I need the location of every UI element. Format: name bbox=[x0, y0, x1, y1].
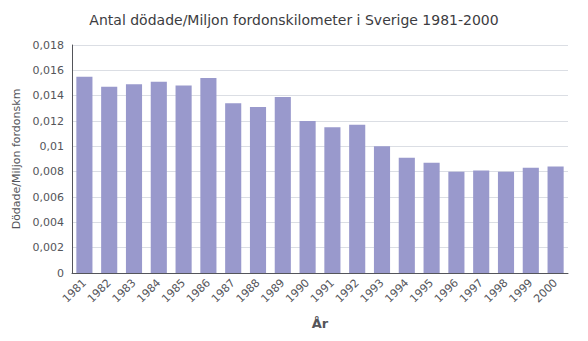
svg-text:1986: 1986 bbox=[184, 276, 213, 305]
svg-text:1996: 1996 bbox=[432, 276, 461, 305]
svg-text:1989: 1989 bbox=[258, 276, 287, 305]
svg-text:Dödade/Miljon fordonskm: Dödade/Miljon fordonskm bbox=[10, 89, 23, 230]
svg-text:1992: 1992 bbox=[333, 276, 362, 305]
svg-text:0,008: 0,008 bbox=[33, 165, 65, 178]
svg-text:0,006: 0,006 bbox=[33, 191, 65, 204]
svg-text:0: 0 bbox=[57, 267, 64, 280]
svg-text:1997: 1997 bbox=[457, 276, 486, 305]
svg-text:1985: 1985 bbox=[159, 276, 188, 305]
svg-text:1981: 1981 bbox=[60, 276, 89, 305]
svg-text:0,018: 0,018 bbox=[33, 39, 65, 52]
svg-text:0,016: 0,016 bbox=[33, 64, 65, 77]
svg-text:1982: 1982 bbox=[85, 276, 114, 305]
svg-text:1994: 1994 bbox=[382, 276, 411, 305]
svg-text:0,014: 0,014 bbox=[33, 89, 65, 102]
svg-text:1999: 1999 bbox=[506, 276, 535, 305]
svg-text:1988: 1988 bbox=[234, 276, 263, 305]
svg-text:1995: 1995 bbox=[407, 276, 436, 305]
svg-text:0,002: 0,002 bbox=[33, 241, 65, 254]
svg-text:1987: 1987 bbox=[209, 276, 238, 305]
svg-text:0,004: 0,004 bbox=[33, 216, 65, 229]
svg-text:1990: 1990 bbox=[283, 276, 312, 305]
svg-text:0,01: 0,01 bbox=[40, 140, 65, 153]
svg-text:1983: 1983 bbox=[110, 276, 139, 305]
svg-text:2000: 2000 bbox=[531, 276, 560, 305]
svg-text:0,012: 0,012 bbox=[33, 115, 65, 128]
svg-text:År: År bbox=[312, 316, 329, 331]
svg-text:1991: 1991 bbox=[308, 276, 337, 305]
svg-text:Antal dödade/Miljon fordonskil: Antal dödade/Miljon fordonskilometer i S… bbox=[89, 12, 498, 28]
svg-text:1984: 1984 bbox=[134, 276, 163, 305]
svg-text:1998: 1998 bbox=[482, 276, 511, 305]
svg-text:1993: 1993 bbox=[358, 276, 387, 305]
